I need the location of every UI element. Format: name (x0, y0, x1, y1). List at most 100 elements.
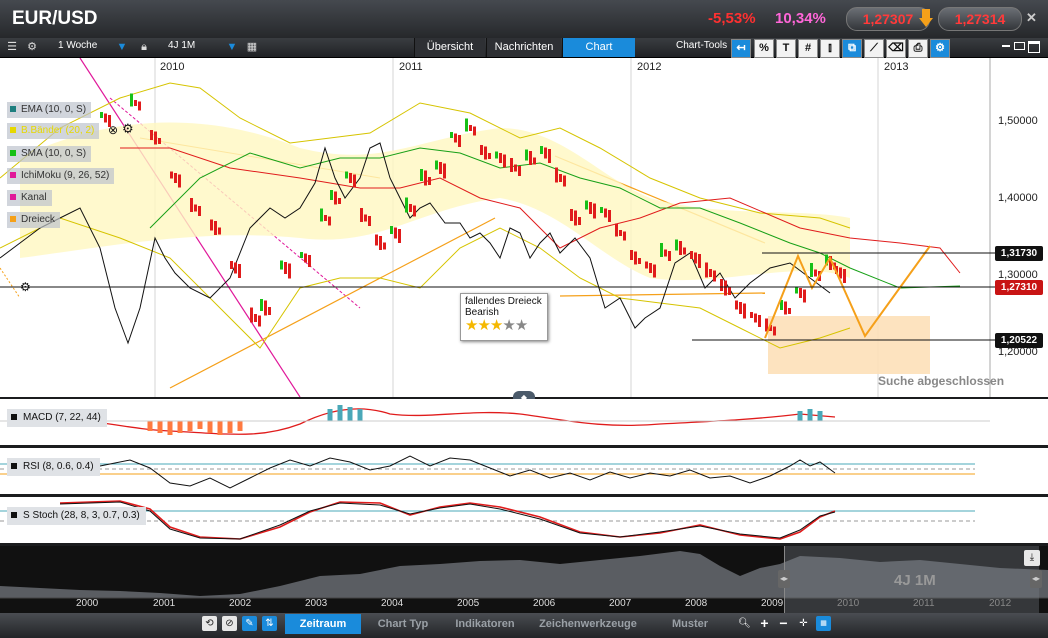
window-tool-icon[interactable]: ⧉ (842, 39, 862, 58)
legend-swatch (11, 463, 17, 470)
maximize-icon[interactable] (1028, 41, 1040, 53)
candlestick (810, 263, 813, 277)
gear-icon[interactable]: ⚙ (27, 41, 37, 53)
candlestick (194, 204, 197, 212)
sort-icon[interactable]: ⇅ (262, 616, 277, 631)
tab-news[interactable]: Nachrichten (486, 38, 561, 57)
legend-bollinger[interactable]: B.Bänder (20, 2) (7, 123, 100, 139)
candlestick (190, 198, 193, 212)
list-icon[interactable]: ☰ (7, 41, 17, 53)
candle-tool-icon[interactable]: ⫾ (820, 39, 840, 58)
candlestick (413, 205, 416, 217)
candlestick (593, 203, 596, 219)
reset-icon[interactable]: ⊘ (222, 616, 237, 631)
candlestick (158, 138, 161, 144)
ichimoku-line (120, 147, 961, 274)
legend-ema[interactable]: EMA (10, 0, S) (7, 102, 92, 118)
overview-navigator[interactable]: ◂▸ ◂▸ 4J 1M ⤓ (0, 546, 1048, 613)
chevron-down-icon[interactable]: ▼ (226, 41, 238, 53)
print-icon[interactable]: ⎙ (908, 39, 928, 58)
candlestick (578, 217, 581, 225)
candlestick (398, 229, 401, 243)
pattern-tooltip[interactable]: fallendes Dreieck Bearish ★★★★★ (460, 293, 548, 341)
legend-ichimoku[interactable]: IchiMoku (9, 26, 52) (7, 168, 115, 184)
legend-stoch[interactable]: S Stoch (28, 8, 3, 0.7, 0.3) (7, 507, 146, 525)
tab-zeitraum[interactable]: Zeitraum (285, 614, 361, 634)
candlestick (514, 164, 517, 172)
eraser-tool-icon[interactable]: ⌫ (886, 39, 906, 58)
zoom-in-icon[interactable]: + (760, 615, 769, 631)
candlestick (518, 166, 521, 176)
close-icon[interactable]: ⊗ (108, 123, 119, 137)
legend-swatch (10, 150, 16, 157)
tab-muster[interactable]: Muster (671, 618, 709, 630)
bid-price-button[interactable]: 1,27307 (846, 7, 930, 31)
candlestick (324, 215, 327, 221)
minimize-icon[interactable] (1002, 45, 1010, 47)
restore-icon[interactable] (1014, 42, 1025, 50)
drag-handle-right[interactable]: ◂▸ (1030, 570, 1042, 588)
interval-select[interactable]: 1 Woche (58, 40, 98, 51)
tab-overview[interactable]: Übersicht (414, 38, 485, 57)
y-tick-label: 1,40000 (998, 192, 1038, 204)
candlestick (390, 226, 393, 234)
lock-icon[interactable]: 🔒︎ (141, 41, 147, 53)
gear-icon[interactable]: ⚙ (122, 121, 134, 136)
drag-handle-left[interactable]: ◂▸ (778, 570, 790, 588)
legend-macd[interactable]: MACD (7, 22, 44) (7, 409, 107, 427)
tab-indikatoren[interactable]: Indikatoren (455, 618, 515, 630)
tab-zeichenwerkzeuge[interactable]: Zeichenwerkzeuge (539, 618, 637, 630)
pattern-tool-icon[interactable]: ⟋ (864, 39, 884, 58)
ask-price-button[interactable]: 1,27314 (938, 7, 1022, 31)
close-icon[interactable]: ✕ (1026, 10, 1037, 25)
collapse-icon[interactable]: ⤓ (1024, 550, 1040, 566)
legend-swatch (10, 216, 16, 223)
stoch-panel[interactable]: S Stoch (28, 8, 3, 0.7, 0.3) (0, 497, 1048, 543)
candlestick (630, 250, 633, 260)
star-icon: ★ (477, 317, 490, 334)
candlestick (308, 255, 311, 267)
macd-panel[interactable]: MACD (7, 22, 44) (0, 399, 1048, 445)
percent-tool-icon[interactable]: % (754, 39, 774, 58)
candlestick (383, 242, 386, 250)
settings-tool-icon[interactable]: ⚙ (930, 39, 950, 58)
price-chart[interactable] (0, 58, 1048, 397)
candlestick (724, 280, 727, 296)
overview-selection[interactable] (784, 546, 1039, 613)
pencil-icon[interactable]: ✎ (242, 616, 257, 631)
overview-year-label: 2007 (609, 598, 632, 609)
grid-tool-icon[interactable]: # (798, 39, 818, 58)
legend-rsi[interactable]: RSI (8, 0.6, 0.4) (7, 458, 100, 476)
rsi-chart (0, 455, 975, 489)
legend-label: EMA (10, 0, S) (21, 104, 87, 115)
candlestick (443, 163, 446, 179)
main-chart-panel[interactable]: 2010 2011 2012 2013 1,50000 1,40000 1,30… (0, 58, 1048, 397)
gear-icon[interactable]: ⚙ (20, 280, 31, 294)
candlestick (334, 191, 337, 205)
zoom-out-icon[interactable]: − (779, 615, 788, 631)
rsi-panel[interactable]: RSI (8, 0.6, 0.4) (0, 448, 1048, 494)
tab-chart-typ[interactable]: Chart Typ (377, 618, 429, 630)
calendar-icon[interactable]: ▦ (246, 41, 258, 53)
calculator-icon[interactable]: ▦ (816, 616, 831, 631)
candlestick (300, 252, 303, 258)
chart-tools-label: Chart-Tools (676, 40, 728, 51)
search-icon[interactable]: 🔍︎ (738, 618, 751, 629)
legend-sma[interactable]: SMA (10, 0, S) (7, 146, 92, 162)
tab-chart[interactable]: Chart (562, 38, 635, 57)
crosshair-icon[interactable]: ✛ (799, 618, 808, 629)
cursor-tool-icon[interactable]: ↤ (731, 39, 751, 58)
legend-channel[interactable]: Kanal (7, 190, 52, 206)
chevron-down-icon[interactable]: ▼ (116, 41, 128, 53)
candlestick (615, 223, 618, 237)
range-select[interactable]: 4J 1M (168, 40, 196, 51)
refresh-icon[interactable]: ⟲ (202, 616, 217, 631)
change-percent-positive: 10,34% (775, 10, 826, 27)
candlestick (349, 173, 352, 183)
legend-triangle[interactable]: Dreieck (7, 212, 60, 228)
text-tool-icon[interactable]: T (776, 39, 796, 58)
star-icon: ★ (465, 317, 478, 334)
candlestick (690, 251, 693, 259)
legend-label: B.Bänder (20, 2) (21, 125, 95, 136)
candlestick (138, 101, 141, 111)
